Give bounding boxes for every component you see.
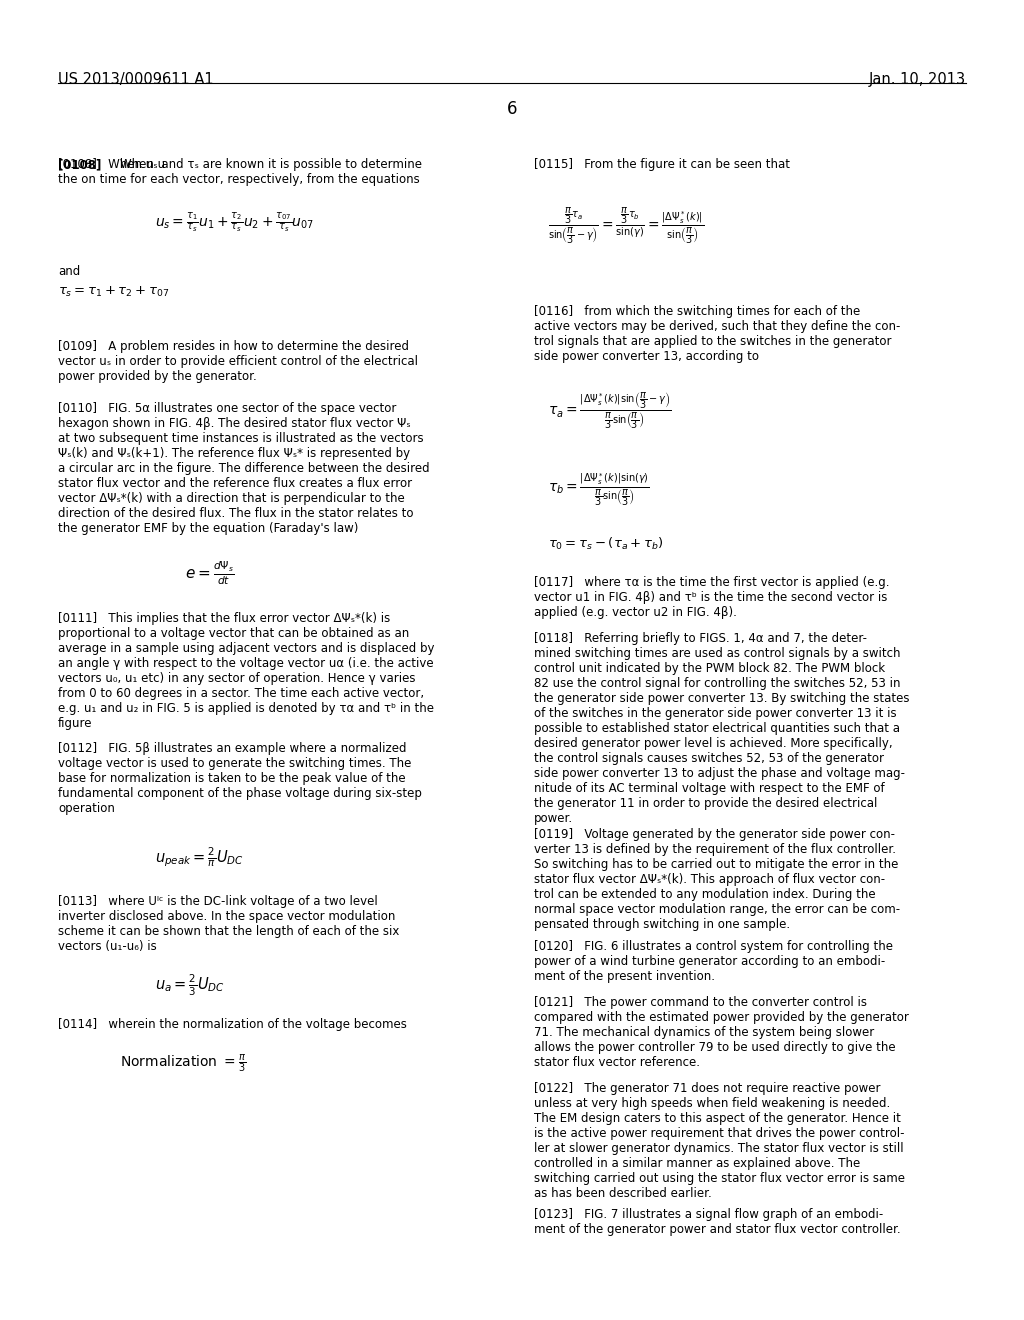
Text: [0119]   Voltage generated by the generator side power con-
verter 13 is defined: [0119] Voltage generated by the generato… [534, 828, 900, 931]
Text: [0122]   The generator 71 does not require reactive power
unless at very high sp: [0122] The generator 71 does not require… [534, 1082, 905, 1200]
Text: [0115]   From the figure it can be seen that: [0115] From the figure it can be seen th… [534, 158, 790, 172]
Text: [0113]   where Uᴵᶜ is the DC-link voltage of a two level
inverter disclosed abov: [0113] where Uᴵᶜ is the DC-link voltage … [58, 895, 399, 953]
Text: $\tau_a = \frac{|\Delta\Psi_s^*(k)|\sin\!\left(\dfrac{\pi}{3}-\gamma\right)}{\df: $\tau_a = \frac{|\Delta\Psi_s^*(k)|\sin\… [548, 389, 671, 430]
Text: [0121]   The power command to the converter control is
compared with the estimat: [0121] The power command to the converte… [534, 997, 909, 1069]
Text: [0112]   FIG. 5β illustrates an example where a normalized
voltage vector is use: [0112] FIG. 5β illustrates an example wh… [58, 742, 422, 814]
Text: [0117]   where τα is the time the first vector is applied (e.g.
vector u1 in FIG: [0117] where τα is the time the first ve… [534, 576, 890, 619]
Text: $u_{peak} = \frac{2}{\pi}U_{DC}$: $u_{peak} = \frac{2}{\pi}U_{DC}$ [155, 845, 244, 869]
Text: $u_a = \frac{2}{3}U_{DC}$: $u_a = \frac{2}{3}U_{DC}$ [155, 973, 225, 998]
Text: [0123]   FIG. 7 illustrates a signal flow graph of an embodi-
ment of the genera: [0123] FIG. 7 illustrates a signal flow … [534, 1208, 901, 1236]
Text: [0108]: [0108] [58, 158, 101, 172]
Text: [0111]   This implies that the flux error vector ΔΨₛ*(k) is
proportional to a vo: [0111] This implies that the flux error … [58, 612, 434, 730]
Text: $e = \frac{d\Psi_s}{dt}$: $e = \frac{d\Psi_s}{dt}$ [185, 560, 234, 587]
Text: [0116]   from which the switching times for each of the
active vectors may be de: [0116] from which the switching times fo… [534, 305, 900, 363]
Text: $\tau_0 = \tau_s - (\tau_a + \tau_b)$: $\tau_0 = \tau_s - (\tau_a + \tau_b)$ [548, 536, 664, 552]
Text: and: and [58, 265, 80, 279]
Text: Normalization $= \frac{\pi}{3}$: Normalization $= \frac{\pi}{3}$ [120, 1052, 247, 1073]
Text: [0118]   Referring briefly to FIGS. 1, 4α and 7, the deter-
mined switching time: [0118] Referring briefly to FIGS. 1, 4α … [534, 632, 909, 825]
Text: [0114]   wherein the normalization of the voltage becomes: [0114] wherein the normalization of the … [58, 1018, 407, 1031]
Text: 6: 6 [507, 100, 517, 117]
Text: [0110]   FIG. 5α illustrates one sector of the space vector
hexagon shown in FIG: [0110] FIG. 5α illustrates one sector of… [58, 403, 430, 535]
Text: US 2013/0009611 A1: US 2013/0009611 A1 [58, 73, 214, 87]
Text: $\frac{\dfrac{\pi}{3}\tau_a}{\sin\!\left(\dfrac{\pi}{3}-\gamma\right)} = \frac{\: $\frac{\dfrac{\pi}{3}\tau_a}{\sin\!\left… [548, 205, 705, 246]
Text: $\tau_b = \frac{|\Delta\Psi_s^*(k)|\sin(\gamma)}{\dfrac{\pi}{3}\sin\!\left(\dfra: $\tau_b = \frac{|\Delta\Psi_s^*(k)|\sin(… [548, 473, 649, 508]
Text: [0108]   When uₛ and τₛ are known it is possible to determine
the on time for ea: [0108] When uₛ and τₛ are known it is po… [58, 158, 422, 186]
Text: Jan. 10, 2013: Jan. 10, 2013 [869, 73, 966, 87]
Text: When u: When u [120, 158, 165, 172]
Text: $\tau_s = \tau_1 + \tau_2 + \tau_{07}$: $\tau_s = \tau_1 + \tau_2 + \tau_{07}$ [58, 285, 169, 300]
Text: [0109]   A problem resides in how to determine the desired
vector uₛ in order to: [0109] A problem resides in how to deter… [58, 341, 418, 383]
Text: [0120]   FIG. 6 illustrates a control system for controlling the
power of a wind: [0120] FIG. 6 illustrates a control syst… [534, 940, 893, 983]
Text: $u_s = \frac{\tau_1}{\tau_s}u_1 + \frac{\tau_2}{\tau_s}u_2 + \frac{\tau_{07}}{\t: $u_s = \frac{\tau_1}{\tau_s}u_1 + \frac{… [155, 210, 314, 234]
